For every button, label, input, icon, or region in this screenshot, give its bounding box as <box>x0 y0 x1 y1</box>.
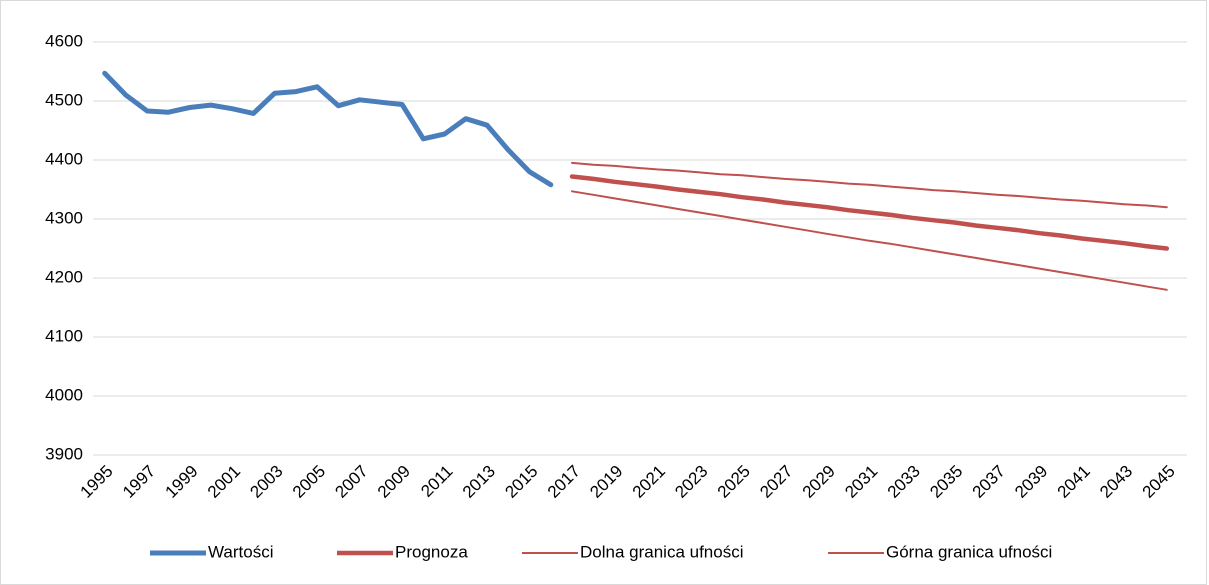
y-tick-label: 4100 <box>45 326 83 345</box>
series-line <box>571 161 1168 209</box>
y-tick-label: 4300 <box>45 208 83 227</box>
legend-label: Wartości <box>208 542 274 561</box>
legend-label: Dolna granica ufności <box>580 542 743 561</box>
y-tick-label: 4600 <box>45 31 83 50</box>
y-tick-label: 4400 <box>45 149 83 168</box>
y-tick-label: 4500 <box>45 90 83 109</box>
series-line <box>102 70 554 188</box>
y-tick-label: 4000 <box>45 385 83 404</box>
series-line <box>571 190 1168 291</box>
series-line <box>569 174 1170 251</box>
legend-label: Prognoza <box>395 542 468 561</box>
y-tick-label: 3900 <box>45 444 83 463</box>
legend-label: Górna granica ufności <box>886 542 1052 561</box>
y-tick-label: 4200 <box>45 267 83 286</box>
